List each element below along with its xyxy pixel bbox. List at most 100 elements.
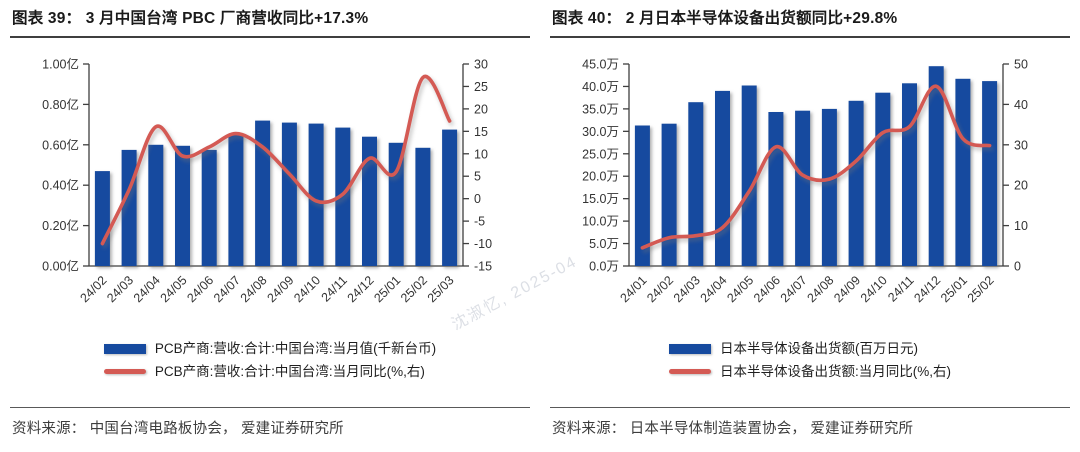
combo-chart-japan-semi-equipment: 0.0万 5.0万 10.0万 15.0万 20.0万 25.0万 30.0万 35.0万 40…: [582, 58, 1028, 306]
bar: [121, 150, 137, 267]
x-axis-tick-label: 24/05: [158, 274, 190, 306]
right-axis-tick-label: 5: [474, 170, 481, 184]
right-axis-tick-label: -5: [474, 215, 485, 229]
left-axis-tick-label: 0.00亿: [42, 259, 79, 274]
x-axis-tick-label: 24/04: [131, 274, 163, 306]
x-axis-tick-label: 25/03: [425, 274, 457, 306]
legend-label: 日本半导体设备出货额(百万日元): [720, 341, 918, 357]
figure-title: 图表 39： 3 月中国台湾 PBC 厂商营收同比+17.3%: [10, 0, 530, 39]
right-axis-tick-label: 20: [474, 103, 488, 117]
line-series-swatch: [669, 369, 711, 374]
x-axis-tick-label: 24/02: [78, 274, 110, 306]
bar: [741, 85, 757, 267]
x-axis-labels: 24/0224/0324/0424/0524/0624/0724/0824/09…: [78, 274, 457, 306]
right-axis-tick-label: 40: [1014, 98, 1028, 112]
trend-line: [640, 84, 992, 250]
right-axis-tick-label: 10: [1014, 219, 1028, 233]
bar: [308, 123, 324, 267]
bar: [875, 93, 891, 267]
left-axis-tick-label: 0.20亿: [42, 218, 79, 233]
bar: [928, 66, 944, 267]
x-axis-tick-label: 24/04: [698, 274, 730, 306]
x-axis-tick-label: 24/11: [319, 274, 350, 305]
bar: [175, 146, 190, 267]
right-axis-tick-label: 0: [1014, 260, 1021, 274]
bar: [688, 102, 704, 267]
right-axis-tick-label: 50: [1014, 58, 1028, 72]
right-axis-tick-label: 20: [1014, 179, 1028, 193]
x-axis-tick-label: 24/03: [671, 274, 703, 306]
bar: [715, 91, 730, 267]
left-axis-tick-label: 1.00亿: [42, 57, 79, 72]
chart-legend: 日本半导体设备出货额(百万日元) 日本半导体设备出货额:当月同比(%,右): [669, 340, 951, 380]
figure-panel-39: 图表 39： 3 月中国台湾 PBC 厂商营收同比+17.3% 0.00亿 0.2…: [10, 0, 530, 452]
left-axis-tick-label: 0.80亿: [42, 97, 79, 112]
bar: [281, 122, 297, 267]
x-axis-tick-label: 24/11: [885, 274, 916, 305]
x-axis-tick-label: 24/07: [211, 274, 243, 306]
bar: [768, 112, 784, 267]
left-axis-tick-label: 0.60亿: [42, 138, 79, 153]
source-note: 资料来源： 日本半导体制造装置协会， 爱建证券研究所: [550, 407, 1070, 438]
legend-item-bar-series: 日本半导体设备出货额(百万日元): [669, 340, 951, 358]
left-axis-tick-label: 10.0万: [582, 215, 619, 229]
x-axis-tick-label: 24/12: [345, 274, 377, 306]
bar-series-swatch: [669, 344, 711, 355]
bar: [634, 125, 650, 267]
x-axis-tick-label: 24/07: [778, 274, 810, 306]
right-axis-tick-label: 25: [474, 80, 488, 94]
line-series: [100, 75, 452, 246]
right-axis-tick-label: 15: [474, 125, 488, 139]
left-axis-tick-label: 40.0万: [582, 80, 619, 94]
x-axis-tick-label: 24/10: [858, 274, 890, 306]
x-axis-tick-label: 25/02: [398, 274, 430, 306]
right-axis-tick-label: 10: [474, 148, 488, 162]
bar: [442, 129, 458, 267]
left-axis-tick-label: 30.0万: [582, 125, 619, 139]
left-axis-tick-label: 25.0万: [582, 148, 619, 162]
left-axis-tick-label: 35.0万: [582, 103, 619, 117]
x-axis-tick-label: 24/08: [805, 274, 837, 306]
left-axis-tick-label: 0.40亿: [42, 178, 79, 193]
trend-line: [100, 75, 452, 246]
x-axis-tick-label: 24/06: [184, 274, 216, 306]
legend-item-line-series: 日本半导体设备出货额:当月同比(%,右): [669, 363, 951, 381]
x-axis-tick-label: 24/09: [265, 274, 297, 306]
bar: [228, 134, 244, 267]
chart-legend: PCB产商:营收:合计:中国台湾:当月值(千新台币) PCB产商:营收:合计:中…: [103, 340, 437, 380]
right-axis-tick-label: 30: [474, 58, 488, 72]
x-axis-tick-label: 25/01: [938, 274, 970, 306]
left-axis-tick-label: 45.0万: [582, 58, 619, 72]
legend-label: PCB产商:营收:合计:中国台湾:当月同比(%,右): [154, 363, 425, 379]
line-series: [640, 84, 992, 250]
axes: 0.00亿 0.20亿 0.40亿 0.60亿 0.80亿 1.00亿 -15 -10 -5 0 5…: [42, 57, 492, 274]
right-axis-tick-label: -15: [474, 260, 492, 274]
figure-panel-40: 图表 40： 2 月日本半导体设备出货额同比+29.8% 0.0万 5.0万 10.…: [550, 0, 1070, 452]
bar: [255, 120, 271, 267]
bar: [335, 127, 351, 267]
bar: [982, 81, 998, 267]
bar: [201, 150, 217, 267]
combo-chart-taiwan-pcb: 0.00亿 0.20亿 0.40亿 0.60亿 0.80亿 1.00亿 -15 -10 -5 0 5…: [42, 57, 492, 306]
bar-series: [634, 66, 998, 267]
bar: [848, 101, 864, 267]
bar-series: [94, 120, 458, 267]
right-axis-tick-label: -10: [474, 237, 492, 251]
x-axis-tick-label: 24/01: [618, 274, 650, 306]
legend-item-bar-series: PCB产商:营收:合计:中国台湾:当月值(千新台币): [103, 340, 437, 358]
x-axis-tick-label: 25/01: [371, 274, 403, 306]
axes: 0.0万 5.0万 10.0万 15.0万 20.0万 25.0万 30.0万 35.0万 40…: [582, 58, 1028, 274]
x-axis-tick-label: 25/02: [965, 274, 997, 306]
x-axis-tick-label: 24/12: [911, 274, 943, 306]
bar: [148, 145, 164, 267]
left-axis-tick-label: 0.0万: [589, 260, 619, 274]
bar: [362, 137, 377, 267]
line-series-swatch: [103, 369, 146, 374]
x-axis-tick-label: 24/05: [724, 274, 756, 306]
x-axis-tick-label: 24/06: [751, 274, 783, 306]
bar: [902, 83, 917, 267]
bar: [795, 111, 811, 267]
bar: [821, 109, 837, 267]
legend-label: PCB产商:营收:合计:中国台湾:当月值(千新台币): [154, 341, 437, 357]
